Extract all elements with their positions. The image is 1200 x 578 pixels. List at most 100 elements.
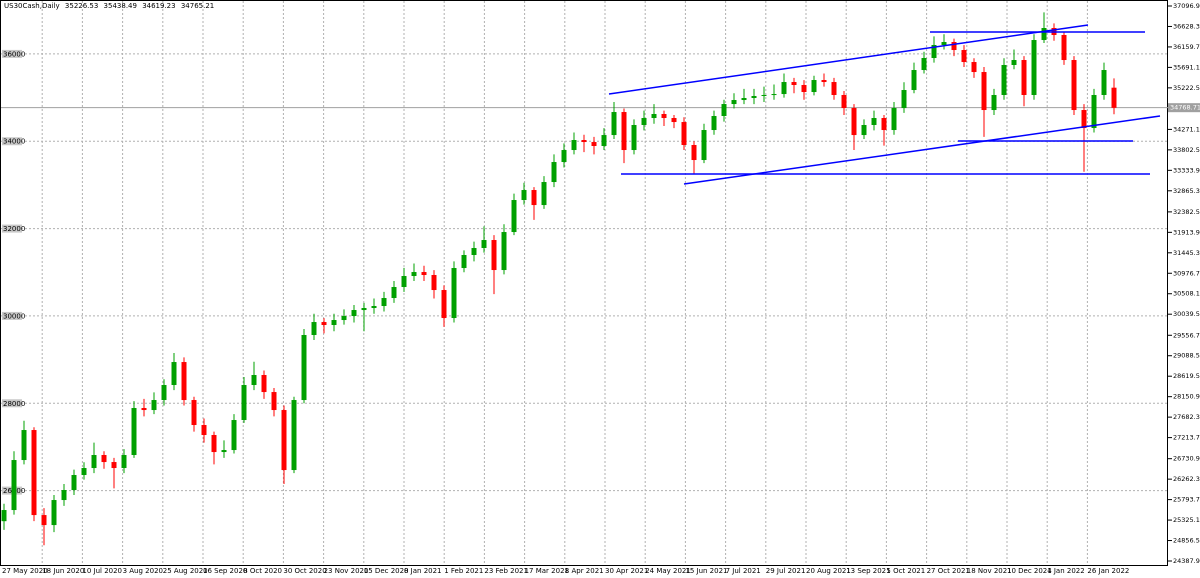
level-label-box [2,137,22,146]
candle-body [481,240,487,249]
candle-body [721,104,727,117]
y-tick-label: 36159.75 [1173,43,1200,51]
x-tick-label: 30 Apr 2021 [605,567,648,575]
x-tick-label: 5 Oct 2021 [886,567,925,575]
candle-body [81,468,87,476]
candle-body [531,190,537,206]
candle-body [1091,94,1097,129]
candle-body [1041,28,1047,41]
candle-body [511,200,517,233]
candle-body [911,70,917,91]
candle-body [601,135,607,147]
level-label: 34000 [3,138,25,146]
y-tick-label: 28150.95 [1173,393,1200,401]
candle-body [621,112,627,151]
level-label-box [2,311,22,320]
x-tick-label: 25 Aug 2020 [163,567,208,575]
candle-body [1001,64,1007,95]
candle-body [631,124,637,151]
last-close: 34765.21 [180,2,215,10]
x-tick-label: 4 Jan 2022 [1047,567,1085,575]
candle-body [901,90,907,109]
x-tick-label: 8 Apr 2021 [565,567,604,575]
candle-body [781,82,787,95]
candle-body [351,310,357,317]
last-low: 34619.23 [142,2,176,10]
x-tick-label: 13 Sep 2021 [846,567,890,575]
candle-body [861,124,867,136]
candle-body [581,140,587,143]
candle-body [931,44,937,59]
candle-body [371,306,377,309]
y-tick-label: 33802.55 [1173,146,1200,154]
candle-body [491,240,497,271]
x-tick-label: 27 May 2020 [2,567,48,575]
candle-body [291,400,297,471]
candle-body [691,144,697,161]
y-tick-label: 34271.15 [1173,125,1200,133]
y-tick-label: 26262.35 [1173,475,1200,483]
x-tick-label: 18 Nov 2021 [967,567,1012,575]
candle-body [321,322,327,326]
candle-body [121,455,127,469]
candle-body [171,362,177,386]
candle-body [1111,87,1117,108]
candle-body [921,58,927,71]
candle-body [1081,110,1087,129]
candle-body [41,515,47,526]
trend-line [608,24,1089,95]
y-tick-label: 30976.75 [1173,269,1200,277]
candle-body [841,94,847,109]
x-tick-label: 20 Aug 2021 [806,567,851,575]
candle-body [91,455,97,469]
y-tick-label: 31445.35 [1173,249,1200,257]
candle-body [591,142,597,147]
y-tick-label: 26730.90 [1173,455,1200,463]
candle-body [341,316,347,321]
y-tick-label: 35222.55 [1173,84,1200,92]
candle-body [701,130,707,161]
y-tick-label: 25793.75 [1173,496,1200,504]
candle-body [671,118,677,123]
trend-line [683,115,1161,185]
y-tick-label: 29088.55 [1173,352,1200,360]
candle-body [821,80,827,83]
candle-body [751,96,757,99]
candle-body [211,435,217,453]
x-tick-label: 10 Jul 2020 [82,567,122,575]
candle-body [381,298,387,307]
y-tick-label: 24387.95 [1173,557,1200,565]
candle-body [1101,70,1107,95]
x-tick-label: 27 Oct 2021 [927,567,970,575]
y-tick-label: 32865.35 [1173,187,1200,195]
candle-body [571,140,577,151]
candle-body [201,425,207,436]
candle-body [401,276,407,288]
candle-body [831,82,837,95]
candle-body [971,62,977,73]
y-tick-label: 29556.70 [1173,331,1200,339]
y-tick-label: 30039.55 [1173,310,1200,318]
candle-body [61,490,67,501]
candle-body [851,108,857,136]
candle-body [231,420,237,451]
x-tick-label: 23 Nov 2020 [324,567,369,575]
x-tick-label: 15 Jun 2021 [685,567,727,575]
candle-body [711,116,717,131]
candle-body [11,460,17,511]
candle-body [161,385,167,401]
level-label-box [2,399,22,408]
level-label: 28000 [3,400,25,408]
candle-body [731,100,737,105]
candle-body [281,410,287,471]
y-tick-label: 30508.15 [1173,290,1200,298]
y-tick-label: 37096.95 [1173,2,1200,10]
candle-body [521,190,527,201]
candle-body [1,510,7,522]
candle-body [101,455,107,463]
current-price-label: 34768.71 [1170,104,1200,112]
candle-body [261,375,267,393]
candle-body [1031,40,1037,95]
y-tick-label: 31913.95 [1173,228,1200,236]
